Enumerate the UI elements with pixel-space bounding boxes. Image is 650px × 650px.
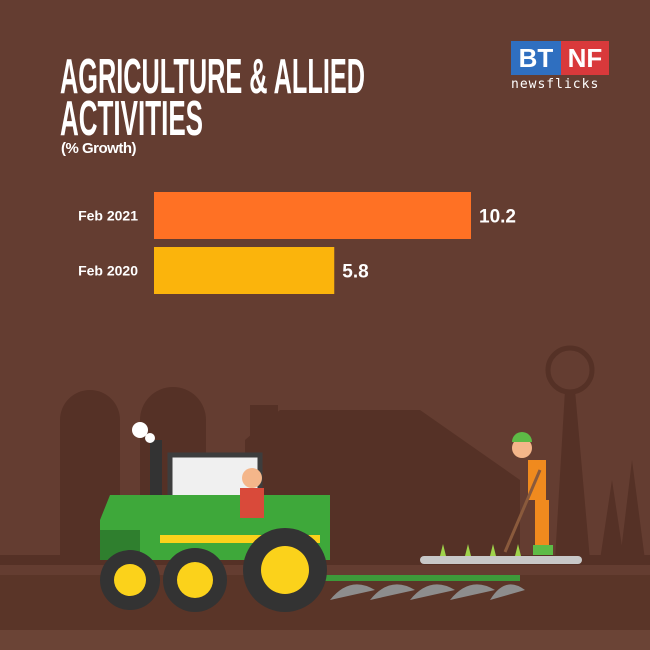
plough [320, 575, 525, 600]
bar-chart: Feb 2021 10.2 Feb 2020 5.8 [78, 192, 516, 294]
farm-illustration [0, 345, 650, 650]
chart-subtitle: (% Growth) [61, 140, 137, 157]
category-label: Feb 2021 [78, 208, 138, 224]
value-label: 10.2 [479, 207, 516, 228]
tractor-icon [100, 422, 330, 612]
chart-title-line-1: AGRICULTURE & ALLIED [60, 50, 365, 104]
seedling-bed [420, 544, 582, 564]
chart-title: AGRICULTURE & ALLIED ACTIVITIES [60, 50, 365, 140]
value-label: 5.8 [342, 262, 368, 283]
farmer-icon [503, 432, 553, 555]
category-label: Feb 2020 [78, 263, 138, 279]
bar-feb-2020 [154, 247, 335, 294]
logo-tagline: newsflicks [511, 77, 600, 92]
chart-title-line-2: ACTIVITIES [60, 92, 203, 140]
bar-feb-2021 [154, 192, 471, 239]
bt-newsflicks-logo: BT NF newsflicks [511, 41, 609, 92]
logo-bt: BT [511, 41, 561, 75]
logo-nf: NF [561, 41, 609, 75]
